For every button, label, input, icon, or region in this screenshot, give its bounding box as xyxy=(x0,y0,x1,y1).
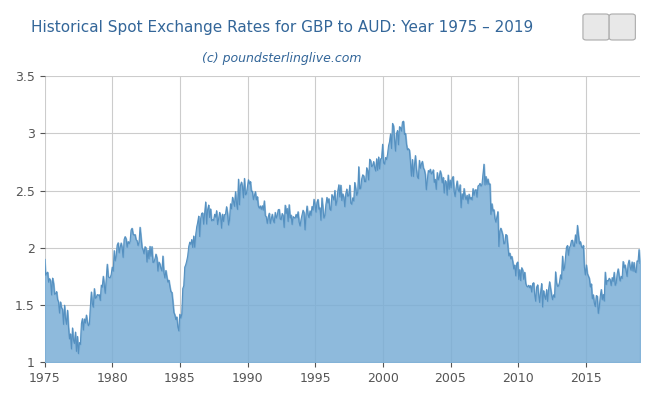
Text: Historical Spot Exchange Rates for GBP to AUD: Year 1975 – 2019: Historical Spot Exchange Rates for GBP t… xyxy=(31,20,533,35)
Text: (c) poundsterlinglive.com: (c) poundsterlinglive.com xyxy=(202,52,362,65)
